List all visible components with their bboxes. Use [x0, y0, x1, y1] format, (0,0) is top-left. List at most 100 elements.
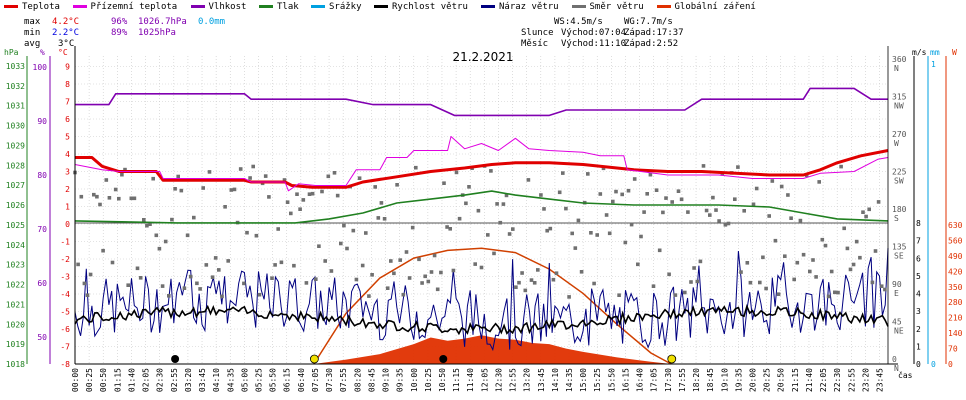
wind-direction-point — [676, 189, 681, 193]
wind-direction-point — [573, 246, 578, 250]
wind-direction-point — [554, 271, 559, 275]
wind-direction-point — [767, 214, 771, 218]
wind-direction-point — [257, 292, 262, 297]
legend-label: Teplota — [22, 2, 60, 12]
moonset-marker — [171, 355, 180, 363]
x-tick-label: 05:25 — [254, 368, 263, 392]
wind-direction-point — [545, 228, 549, 233]
stat-avg-label: avg — [24, 39, 41, 49]
radiation-tick-label: 70 — [948, 345, 958, 354]
dir-compass-label: S — [894, 214, 899, 223]
stat-max-temp: 4.2°C — [52, 17, 80, 27]
wind-direction-point — [870, 280, 875, 285]
wind-direction-point — [848, 267, 853, 272]
wind-direction-point — [132, 196, 137, 201]
wind-direction-point — [473, 262, 477, 266]
wind-direction-point — [632, 177, 637, 181]
wind-direction-point — [310, 191, 315, 196]
wind-direction-point — [614, 189, 618, 194]
pressure-tick-label: 1032 — [6, 82, 25, 91]
wind-direction-point — [157, 246, 162, 251]
wind-direction-point — [148, 222, 152, 226]
legend-item: Globální záření — [656, 2, 756, 12]
wind-direction-point — [779, 184, 784, 189]
wind-direction-point — [717, 219, 721, 223]
wind-direction-point — [601, 166, 606, 171]
radiation-tick-label: 350 — [948, 283, 963, 292]
wind-direction-point — [154, 233, 159, 238]
wind-direction-point — [645, 192, 649, 196]
wind-direction-point — [304, 281, 309, 285]
temp-tick-label: -7 — [60, 343, 70, 352]
wind-direction-point — [611, 199, 615, 204]
legend-item: Náraz větru — [481, 2, 559, 12]
wind-direction-point — [217, 268, 221, 272]
info-sunset: Západ:17:37 — [624, 28, 684, 38]
stat-max-rain: 0.0mm — [198, 17, 226, 27]
radiation-unit: W — [952, 48, 957, 57]
legend-swatch — [4, 5, 18, 8]
wind-direction-point — [420, 281, 424, 285]
rain-unit: mm — [930, 48, 940, 57]
sunset-marker — [667, 354, 677, 364]
wind-direction-point — [88, 272, 93, 277]
temp-tick-label: 0 — [65, 220, 70, 229]
wind-direction-point — [376, 216, 381, 220]
legend-swatch — [571, 5, 586, 8]
info-moonrise: Východ:11:10 — [561, 39, 627, 49]
wind-direction-point — [739, 270, 743, 274]
legend-label: Srážky — [329, 2, 362, 12]
wind-direction-point — [370, 273, 374, 277]
temp-tick-label: 3 — [65, 168, 70, 177]
stat-max-label: max — [24, 17, 41, 27]
wind-direction-point — [642, 210, 646, 214]
wind-direction-point — [263, 174, 268, 178]
pressure-tick-label: 1020 — [6, 320, 25, 329]
rain-tick-label: 1 — [931, 60, 936, 69]
wind-tick-label: 5 — [916, 272, 921, 281]
wind-direction-point — [579, 270, 584, 274]
wind-direction-point — [714, 208, 718, 212]
x-tick-label: 07:30 — [325, 368, 334, 392]
wind-direction-point — [792, 277, 796, 282]
x-tick-label: 20:50 — [777, 368, 786, 392]
x-tick-label: 09:10 — [382, 368, 391, 392]
wind-direction-point — [876, 200, 881, 204]
wind-direction-point — [476, 208, 481, 213]
legend-label: Přízemní teplota — [90, 2, 178, 12]
wind-direction-point — [532, 281, 537, 285]
wind-direction-point — [845, 246, 850, 251]
stat-min-hum: 89% — [111, 28, 128, 38]
wind-direction-point — [726, 221, 731, 226]
wind-direction-point — [238, 167, 243, 171]
info-moonset: Západ:2:52 — [624, 39, 679, 49]
wind-direction-point — [839, 164, 843, 169]
legend-swatch — [656, 5, 671, 8]
info-wg: WG:7.7m/s — [624, 17, 673, 27]
wind-direction-point — [711, 195, 715, 200]
series-line-vlhkost — [75, 87, 888, 117]
wind-tick-label: 2 — [916, 325, 921, 334]
pressure-tick-label: 1022 — [6, 281, 25, 290]
wind-direction-point — [689, 280, 693, 284]
wind-direction-point — [657, 248, 662, 253]
x-tick-label: 17:05 — [650, 368, 659, 392]
wind-direction-point — [404, 250, 409, 254]
wind-direction-point — [335, 193, 340, 198]
axes: 00:00 00:25 00:50 01:15 01:40 02:05 02:30 02:55… — [4, 46, 963, 392]
humidity-tick-label: 50 — [37, 333, 47, 342]
wind-direction-point — [442, 181, 446, 185]
wind-direction-point — [514, 285, 518, 289]
wind-direction-point — [385, 286, 390, 290]
dir-degree-label: 270 — [892, 130, 907, 139]
wind-direction-point — [204, 263, 209, 267]
wind-direction-point — [85, 293, 90, 297]
x-tick-label: 02:05 — [142, 368, 151, 392]
wind-direction-point — [160, 284, 165, 288]
temp-tick-label: -1 — [60, 238, 70, 247]
theoretical-radiation-line — [313, 247, 672, 365]
wind-direction-point — [339, 241, 343, 246]
legend-swatch — [374, 5, 388, 8]
wind-direction-point — [104, 178, 109, 182]
